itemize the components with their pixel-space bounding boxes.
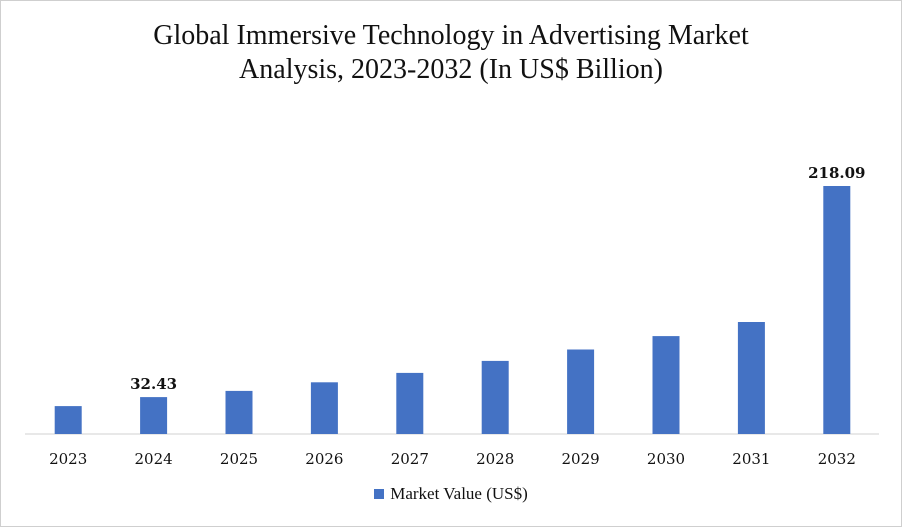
bar-2023 — [54, 406, 82, 434]
bar-2031 — [737, 322, 765, 434]
legend: Market Value (US$) — [1, 484, 901, 504]
bar-2030 — [652, 336, 680, 434]
bar-2028 — [481, 360, 509, 434]
bar-2032 — [823, 186, 851, 434]
bar-2024 — [140, 397, 168, 434]
data-label-2032: 218.09 — [808, 164, 865, 182]
bar-2026 — [310, 382, 338, 434]
data-label-2024: 32.43 — [130, 375, 177, 393]
x-tick-label-2025: 2025 — [220, 450, 258, 468]
bar-2027 — [396, 372, 424, 434]
chart-title-line-2: Analysis, 2023-2032 (In US$ Billion) — [239, 54, 663, 85]
chart-title: Global Immersive Technology in Advertisi… — [1, 19, 901, 87]
bar-2029 — [567, 349, 595, 434]
x-tick-label-2032: 2032 — [818, 450, 856, 468]
x-tick-label-2023: 2023 — [49, 450, 87, 468]
x-tick-label-2031: 2031 — [732, 450, 770, 468]
x-tick-label-2027: 2027 — [391, 450, 429, 468]
x-tick-label-2026: 2026 — [305, 450, 343, 468]
legend-swatch — [374, 489, 385, 499]
x-tick-label-2030: 2030 — [647, 450, 685, 468]
x-tick-label-2028: 2028 — [476, 450, 514, 468]
x-tick-label-2029: 2029 — [562, 450, 600, 468]
legend-label: Market Value (US$) — [390, 484, 528, 503]
chart-title-line-1: Global Immersive Technology in Advertisi… — [153, 20, 749, 51]
x-tick-label-2024: 2024 — [135, 450, 173, 468]
bar-2025 — [225, 390, 253, 434]
